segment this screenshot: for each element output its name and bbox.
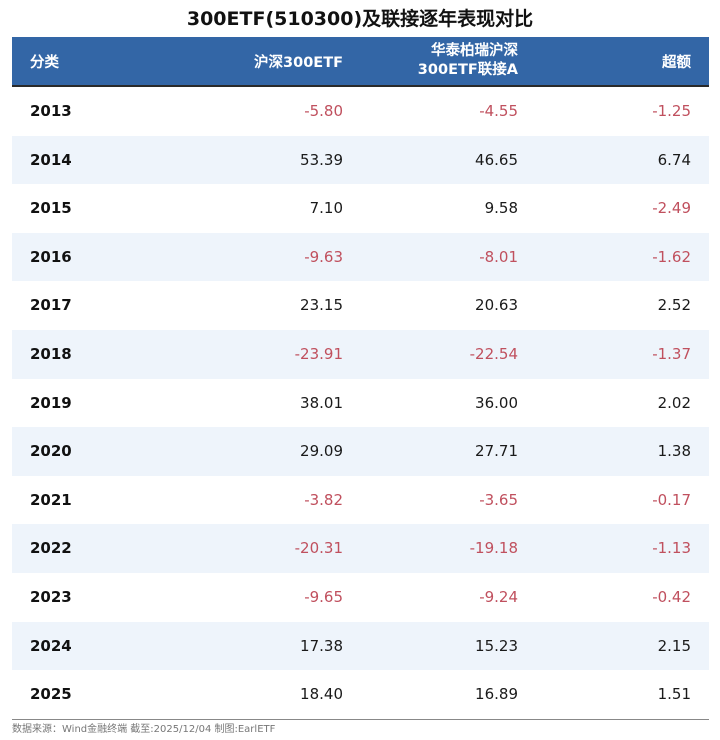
cell-year: 2016 — [30, 247, 72, 266]
cell-etf-return: -20.31 — [294, 539, 343, 558]
cell-etf-return: 53.39 — [300, 150, 343, 169]
table-row: 2014 53.39 46.65 6.74 — [12, 135, 709, 185]
cell-year: 2022 — [30, 539, 72, 558]
cell-etf-return: -9.63 — [304, 247, 343, 266]
table-row: 2023 -9.65 -9.24 -0.42 — [12, 573, 709, 622]
table-row: 2021 -3.82 -3.65 -0.17 — [12, 476, 709, 525]
cell-year: 2018 — [30, 344, 72, 363]
cell-etf-return: 7.10 — [309, 199, 343, 218]
cell-etf-return: -3.82 — [304, 490, 343, 509]
cell-etf-return: 23.15 — [300, 296, 343, 315]
cell-excess-return: 1.38 — [657, 442, 691, 461]
cell-excess-return: 2.02 — [657, 393, 691, 412]
table-row: 2016 -9.63 -8.01 -1.62 — [12, 232, 709, 282]
cell-excess-return: -2.49 — [652, 199, 691, 218]
cell-year: 2021 — [30, 490, 72, 509]
table-row: 2017 23.15 20.63 2.52 — [12, 281, 709, 330]
cell-year: 2023 — [30, 587, 72, 606]
header-divider — [12, 85, 709, 87]
source-note: 数据来源：Wind金融终端 截至:2025/12/04 制图:EarlETF — [12, 724, 276, 735]
cell-feeder-return: -4.55 — [479, 102, 518, 120]
cell-excess-return: 2.15 — [657, 636, 691, 655]
cell-feeder-return: -22.54 — [469, 344, 518, 363]
performance-table: 分类 沪深300ETF 华泰柏瑞沪深 300ETF联接A 超额 2013 -5.8… — [12, 37, 709, 720]
cell-year: 2013 — [30, 102, 72, 120]
table-row: 2025 18.40 16.89 1.51 — [12, 670, 709, 719]
table-bottom-divider — [12, 718, 709, 720]
cell-feeder-return: 36.00 — [475, 393, 518, 412]
cell-year: 2020 — [30, 442, 72, 461]
cell-excess-return: -1.25 — [652, 102, 691, 120]
cell-feeder-return: 27.71 — [475, 442, 518, 461]
cell-excess-return: -1.37 — [652, 344, 691, 363]
cell-year: 2015 — [30, 199, 72, 218]
header-feeder-line2: 300ETF联接A — [417, 62, 518, 78]
cell-feeder-return: 46.65 — [475, 150, 518, 169]
table-row: 2019 38.01 36.00 2.02 — [12, 379, 709, 428]
cell-feeder-return: -19.18 — [469, 539, 518, 558]
header-feeder: 华泰柏瑞沪深 300ETF联接A — [418, 37, 518, 85]
header-feeder-line1: 华泰柏瑞沪深 — [431, 43, 518, 59]
cell-feeder-return: -3.65 — [479, 490, 518, 509]
cell-excess-return: 1.51 — [657, 685, 691, 704]
cell-etf-return: -23.91 — [294, 344, 343, 363]
cell-feeder-return: 16.89 — [475, 685, 518, 704]
cell-feeder-return: 15.23 — [475, 636, 518, 655]
table-row: 2024 17.38 15.23 2.15 — [12, 621, 709, 671]
cell-year: 2019 — [30, 393, 72, 412]
table-row: 2013 -5.80 -4.55 -1.25 — [12, 87, 709, 136]
cell-year: 2024 — [30, 636, 72, 655]
table-row: 2020 29.09 27.71 1.38 — [12, 427, 709, 476]
cell-etf-return: 29.09 — [300, 442, 343, 461]
cell-feeder-return: -8.01 — [479, 247, 518, 266]
header-excess: 超额 — [662, 54, 691, 71]
cell-feeder-return: 9.58 — [484, 199, 518, 218]
table-body: 2013 -5.80 -4.55 -1.25 2014 53.39 46.65 6.74 201… — [12, 87, 709, 719]
cell-etf-return: 38.01 — [300, 393, 343, 412]
header-etf: 沪深300ETF — [254, 54, 343, 71]
cell-excess-return: -1.13 — [652, 539, 691, 558]
cell-etf-return: 18.40 — [300, 685, 343, 704]
page-title: 300ETF(510300)及联接逐年表现对比 — [186, 8, 534, 30]
cell-excess-return: -0.17 — [652, 490, 691, 509]
table-row: 2022 -20.31 -19.18 -1.13 — [12, 524, 709, 573]
cell-excess-return: 6.74 — [657, 150, 691, 169]
cell-etf-return: -9.65 — [304, 587, 343, 606]
cell-excess-return: -1.62 — [652, 247, 691, 266]
cell-year: 2017 — [30, 296, 72, 315]
cell-excess-return: -0.42 — [652, 587, 691, 606]
cell-feeder-return: -9.24 — [479, 587, 518, 606]
table-header: 分类 沪深300ETF 华泰柏瑞沪深 300ETF联接A 超额 — [12, 37, 709, 85]
cell-excess-return: 2.52 — [657, 296, 691, 315]
cell-etf-return: 17.38 — [300, 636, 343, 655]
cell-etf-return: -5.80 — [304, 102, 343, 120]
cell-year: 2025 — [30, 685, 72, 704]
cell-feeder-return: 20.63 — [475, 296, 518, 315]
table-row: 2015 7.10 9.58 -2.49 — [12, 184, 709, 233]
header-category: 分类 — [30, 54, 59, 71]
cell-year: 2014 — [30, 150, 72, 169]
table-row: 2018 -23.91 -22.54 -1.37 — [12, 329, 709, 379]
